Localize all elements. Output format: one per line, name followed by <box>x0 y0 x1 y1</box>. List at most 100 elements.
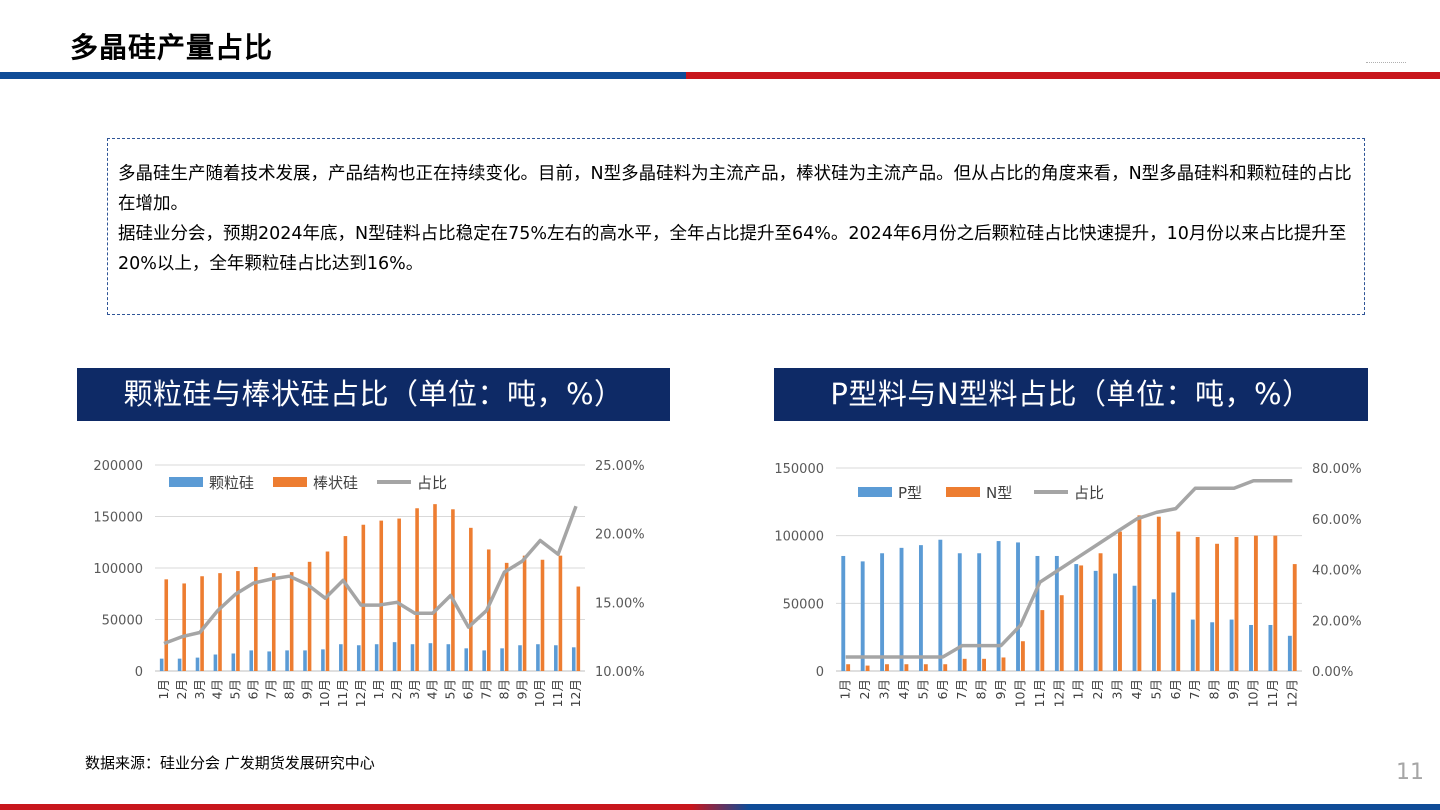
chart2-bar-a <box>841 555 846 671</box>
chart2-x-tick: 8月 <box>974 679 989 699</box>
header-dots <box>1366 62 1406 66</box>
chart1-bar-b <box>289 572 294 671</box>
chart2-y-left-tick: 0 <box>816 665 824 680</box>
chart1-bar-a <box>285 650 289 671</box>
chart-2-title: P型料与N型料占比（单位：吨，%） <box>774 368 1368 421</box>
chart2-bar-b <box>1098 553 1103 671</box>
chart1-bar-b <box>397 518 401 671</box>
chart2-bar-a <box>957 553 962 671</box>
chart2-bar-b <box>962 658 967 671</box>
intro-paragraph-2: 据硅业分会，预期2024年底，N型硅料占比稳定在75%左右的高水平，全年占比提升… <box>118 224 1347 274</box>
chart1-x-tick: 6月 <box>246 679 261 699</box>
chart2-x-tick: 7月 <box>1187 679 1202 699</box>
chart2-bar-b <box>1156 516 1161 671</box>
chart1-bar-a <box>321 649 325 671</box>
chart1-bar-b <box>379 520 384 671</box>
chart1-bar-b <box>182 583 186 671</box>
chart1-bar-a <box>356 645 361 671</box>
chart1-bar-b <box>504 562 509 671</box>
chart-1-title: 颗粒硅与棒状硅占比（单位：吨，%） <box>77 368 670 421</box>
chart2-x-tick: 4月 <box>1129 679 1144 699</box>
chart1-y-left-tick: 100000 <box>93 562 143 577</box>
chart1-bar-a <box>249 650 254 671</box>
chart2-x-tick: 9月 <box>993 679 1008 699</box>
chart1-y-right-tick: 25.00% <box>595 459 645 474</box>
chart2-bar-a <box>1151 599 1156 671</box>
chart2-x-tick: 10月 <box>1245 679 1260 707</box>
chart1-bar-a <box>482 650 486 671</box>
header-rule-blue <box>0 72 686 79</box>
chart2-bar-a <box>1093 570 1098 671</box>
chart-p-vs-n: 0 50000 100000 150000 0.00% 20.00% 40.00% 60.00… <box>774 462 1362 707</box>
chart1-bar-a <box>410 644 415 671</box>
chart1-bar-a <box>446 644 451 671</box>
chart1-bar-b <box>558 555 563 671</box>
chart1-bar-b <box>236 571 240 671</box>
header-rule-red <box>686 72 1440 79</box>
chart2-x-tick: 11月 <box>1265 679 1280 707</box>
chart2-x-tick: 2月 <box>1090 679 1105 699</box>
chart2-bar-a <box>1113 573 1118 671</box>
chart2-x-tick: 12月 <box>1284 679 1299 707</box>
intro-paragraph-1: 多晶硅生产随着技术发展，产品结构也正在持续变化。目前，N型多晶硅料为主流产品，棒… <box>118 164 1352 214</box>
chart1-x-tick: 4月 <box>210 679 225 699</box>
chart1-x-tick: 11月 <box>550 679 565 707</box>
data-source-note: 数据来源：硅业分会 广发期货发展研究中心 <box>85 754 375 772</box>
chart1-bar-b <box>343 536 348 671</box>
chart2-bar-b <box>1273 535 1278 671</box>
chart2-y-right-tick: 0.00% <box>1312 665 1353 680</box>
chart2-bar-a <box>996 541 1001 671</box>
chart1-y-left-tick: 150000 <box>93 511 143 526</box>
chart1-bar-a <box>267 651 271 671</box>
chart2-bar-a <box>918 545 923 671</box>
chart1-bar-b <box>522 555 527 671</box>
chart1-x-tick: 8月 <box>496 679 511 699</box>
chart1-x-tick: 10月 <box>317 679 332 707</box>
chart2-bar-b <box>1079 565 1084 671</box>
chart2-bar-b <box>1234 537 1239 671</box>
chart1-y-right-tick: 20.00% <box>595 528 645 543</box>
chart2-legend-label: 占比 <box>1074 484 1104 502</box>
chart2-bar-a <box>1171 592 1176 671</box>
chart1-bar-a <box>374 644 379 671</box>
chart2-x-tick: 8月 <box>1207 679 1222 699</box>
chart1-bar-b <box>361 524 366 671</box>
chart2-y-right-tick: 20.00% <box>1312 614 1362 629</box>
chart2-bar-b <box>885 664 889 671</box>
chart1-bar-b <box>325 551 330 671</box>
chart1-bar-a <box>303 650 307 671</box>
chart2-y-right-tick: 40.00% <box>1312 564 1362 579</box>
chart2-x-tick: 10月 <box>1012 679 1027 707</box>
chart1-ratio-line <box>163 505 578 646</box>
chart1-x-tick: 8月 <box>281 679 296 699</box>
footer-rule <box>0 804 1440 810</box>
chart-granular-vs-rod: 0 50000 100000 150000 200000 10.00% 15.00% 20.0… <box>93 459 645 707</box>
chart1-x-tick: 10月 <box>532 679 547 707</box>
chart2-bar-b <box>943 664 948 671</box>
chart2-bar-a <box>1249 624 1253 671</box>
chart2-x-tick: 6月 <box>1168 679 1183 699</box>
chart1-bar-b <box>307 561 312 671</box>
chart2-legend-label: N型 <box>986 484 1012 502</box>
chart1-bar-a <box>536 644 540 671</box>
chart2-bar-b <box>1118 531 1122 671</box>
chart2-bar-b <box>1001 657 1006 671</box>
chart2-bar-a <box>1268 624 1273 671</box>
chart2-x-tick: 6月 <box>935 679 950 699</box>
chart1-bar-a <box>554 645 558 671</box>
chart1-bar-b <box>200 576 204 671</box>
chart1-bar-b <box>415 508 419 671</box>
page-number: 11 <box>1396 760 1424 785</box>
chart1-x-tick: 12月 <box>353 679 368 707</box>
chart2-bar-b <box>1292 564 1297 671</box>
chart1-bar-b <box>218 573 222 671</box>
chart2-bar-b <box>1020 641 1025 671</box>
chart1-x-tick: 9月 <box>299 679 314 699</box>
chart2-y-right-tick: 80.00% <box>1312 462 1362 477</box>
chart2-bar-b <box>982 658 987 671</box>
chart2-bar-b <box>923 664 928 671</box>
chart1-legend-label: 占比 <box>417 474 447 492</box>
chart1-bar-b <box>576 586 581 671</box>
chart2-x-tick: 7月 <box>954 679 969 699</box>
chart2-bar-a <box>1054 555 1059 671</box>
